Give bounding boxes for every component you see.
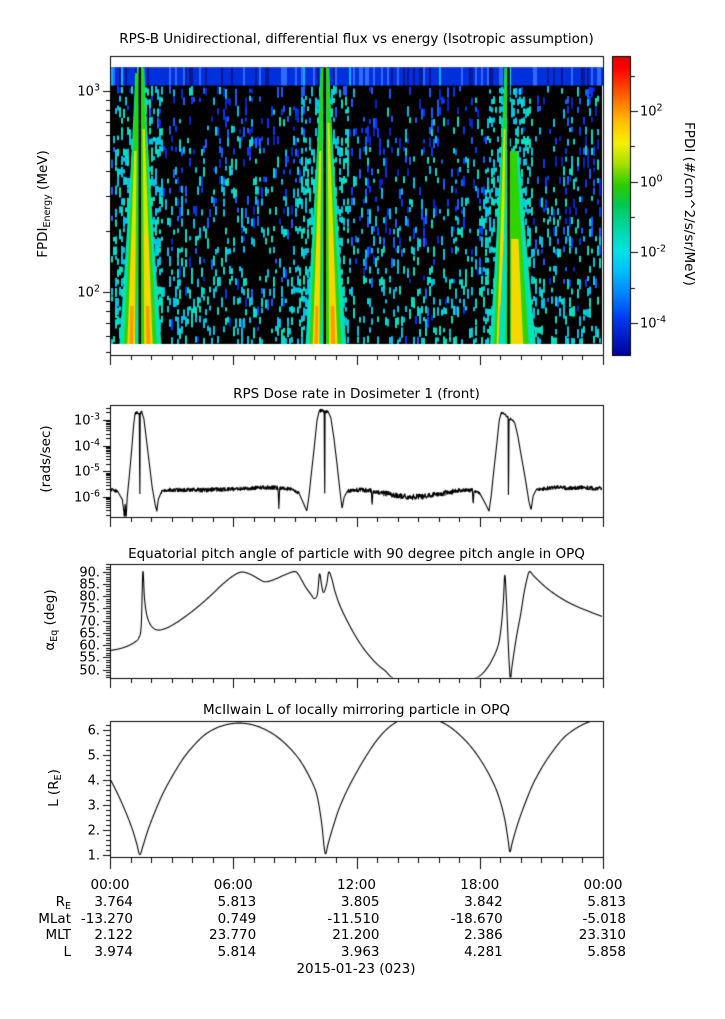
ephemeris-value: -13.270	[80, 910, 133, 927]
pitch-angle-ylabel: αEq (deg)	[42, 540, 60, 700]
ephemeris-value: 3.963	[340, 943, 380, 960]
ylabel-sub: E	[53, 774, 64, 781]
y-tick-label: 10-4	[73, 437, 100, 454]
y-tick-label: 3.	[87, 798, 100, 813]
date-label: 2015-01-23 (023)	[296, 961, 416, 977]
y-tick-label: 5.	[87, 748, 100, 763]
ylabel-main: L (R	[46, 780, 62, 807]
ylabel-sub: Eq	[49, 629, 60, 642]
y-tick-label: 102	[640, 102, 663, 119]
ephemeris-value: -5.018	[582, 910, 626, 927]
exponent: 2	[656, 102, 663, 113]
ephemeris-value: 21.200	[332, 927, 380, 943]
x-tick-label: 06:00	[213, 877, 253, 893]
ephemeris-value: 3.842	[464, 894, 503, 910]
y-tick-label: 55.	[79, 650, 100, 665]
ephemeris-row-label: RE	[55, 894, 71, 912]
y-tick-label: 102	[77, 283, 100, 300]
ylabel-main: (rads/sec)	[38, 425, 54, 493]
x-tick-label: 00:00	[583, 877, 623, 893]
ylabel-unit: (MeV)	[35, 150, 51, 195]
ylabel-main: FPDI	[35, 227, 51, 258]
exponent: 0	[656, 173, 663, 184]
ylabel-unit: )	[46, 769, 62, 775]
y-tick-label: 2.	[87, 823, 100, 838]
ephemeris-value: 0.749	[217, 910, 257, 927]
ephemeris-value: 2.386	[464, 927, 503, 943]
ylabel-unit: (deg)	[42, 589, 58, 630]
mcilwain-l-ylabel: L (RE)	[46, 728, 64, 848]
ephemeris-value: 4.281	[464, 943, 503, 960]
exponent: -6	[90, 488, 100, 499]
y-tick-label: 75.	[79, 601, 100, 616]
y-tick-label: 60.	[79, 638, 100, 653]
exponent: -5	[90, 462, 100, 473]
exponent: 3	[93, 82, 100, 93]
y-tick-label: 10-4	[640, 314, 667, 331]
ephemeris-value: 3.805	[340, 894, 380, 910]
dose-rate-title: RPS Dose rate in Dosimeter 1 (front)	[233, 386, 480, 402]
y-tick-label: 4.	[87, 773, 100, 788]
mcilwain-l-title: McIlwain L of locally mirroring particle…	[203, 702, 510, 718]
colorbar-label: FPDI (#/cm^2/s/sr/MeV)	[681, 122, 697, 286]
exponent: -4	[656, 314, 667, 325]
y-tick-label: 90.	[79, 565, 100, 580]
exponent: 2	[93, 283, 100, 294]
row-label-sub: E	[64, 901, 71, 912]
exponent: -3	[90, 411, 100, 422]
x-tick-label: 00:00	[90, 877, 130, 893]
x-tick-label: 18:00	[460, 877, 500, 893]
ephemeris-value: 23.310	[578, 927, 626, 943]
ephemeris-value: 3.764	[94, 894, 133, 910]
exponent: -4	[90, 437, 100, 448]
ephemeris-row-label: L	[63, 943, 71, 960]
y-tick-label: 65.	[79, 626, 100, 641]
ephemeris-value: 5.858	[587, 943, 626, 960]
y-tick-label: 80.	[79, 589, 100, 604]
x-tick-label: 12:00	[337, 877, 376, 893]
y-tick-label: 100	[640, 173, 663, 190]
ephemeris-row-label: MLT	[45, 927, 71, 943]
ephemeris-value: -18.670	[450, 910, 503, 927]
y-tick-label: 6.	[87, 723, 100, 738]
ephemeris-value: 3.974	[94, 943, 133, 960]
y-tick-label: 50.	[79, 663, 100, 678]
dose-rate-ylabel: (rads/sec)	[38, 399, 54, 519]
y-tick-label: 10-3	[73, 411, 100, 428]
spectrogram-title: RPS-B Unidirectional, differential flux …	[119, 31, 594, 47]
ylabel-main: α	[42, 641, 58, 651]
ephemeris-value: 23.770	[209, 927, 257, 943]
ephemeris-row-label: MLat	[38, 910, 71, 927]
ylabel-sub: Energy	[42, 194, 53, 228]
ephemeris-value: 5.813	[587, 894, 626, 910]
ephemeris-value: 2.122	[94, 927, 133, 943]
y-tick-label: 103	[77, 82, 100, 99]
y-tick-label: 10-6	[73, 488, 100, 505]
y-tick-label: 10-5	[73, 462, 100, 479]
y-tick-label: 85.	[79, 577, 100, 592]
ephemeris-value: 5.814	[217, 943, 257, 960]
pitch-angle-title: Equatorial pitch angle of particle with …	[128, 546, 585, 562]
ephemeris-value: 5.813	[217, 894, 257, 910]
y-tick-label: 1.	[87, 848, 100, 863]
y-tick-label: 10-2	[640, 243, 667, 260]
spectrogram-ylabel: FPDIEnergy (MeV)	[35, 54, 53, 354]
y-tick-label: 70.	[79, 614, 100, 629]
exponent: -2	[656, 243, 667, 254]
ephemeris-value: -11.510	[327, 910, 380, 927]
